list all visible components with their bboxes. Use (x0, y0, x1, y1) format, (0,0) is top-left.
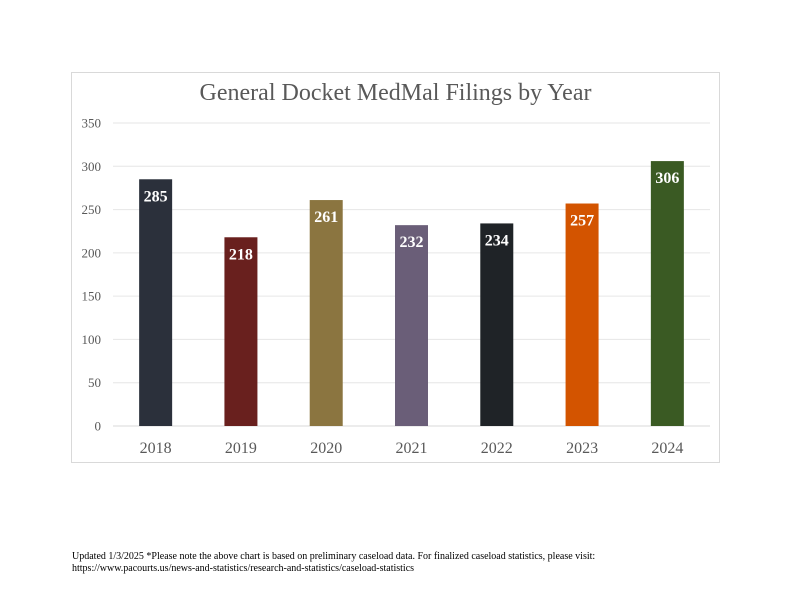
chart-title: General Docket MedMal Filings by Year (199, 80, 592, 106)
footnote-line-1: Updated 1/3/2025 *Please note the above … (72, 551, 596, 562)
data-label: 257 (570, 213, 594, 230)
x-tick-label: 2018 (140, 440, 172, 457)
bar (480, 223, 514, 426)
footnote-source-link[interactable]: https://www.pacourts.us/news-and-statist… (72, 563, 415, 574)
x-tick-label: 2024 (651, 440, 683, 457)
data-label: 285 (144, 188, 168, 205)
x-tick-label: 2019 (225, 440, 257, 457)
x-tick-label: 2020 (310, 440, 342, 457)
y-tick-label: 0 (95, 419, 102, 434)
data-label: 261 (314, 209, 338, 226)
footnote: Updated 1/3/2025 *Please note the above … (72, 551, 712, 575)
y-tick-label: 200 (82, 245, 102, 260)
data-label: 234 (485, 232, 509, 249)
x-tick-label: 2023 (566, 440, 598, 457)
bar (650, 161, 684, 426)
y-tick-label: 350 (82, 116, 102, 131)
data-label: 218 (229, 246, 253, 263)
y-tick-label: 100 (82, 332, 102, 347)
data-label: 306 (655, 170, 679, 187)
bar (224, 237, 258, 426)
bar (139, 179, 173, 426)
bar (565, 203, 599, 426)
y-tick-label: 150 (82, 289, 102, 304)
y-tick-label: 50 (88, 375, 101, 390)
data-label: 232 (400, 234, 424, 251)
y-tick-label: 300 (82, 159, 102, 174)
x-tick-label: 2021 (396, 440, 428, 457)
y-tick-label: 250 (82, 202, 102, 217)
bar (395, 225, 428, 426)
x-tick-label: 2022 (481, 440, 513, 457)
bar (309, 200, 343, 426)
